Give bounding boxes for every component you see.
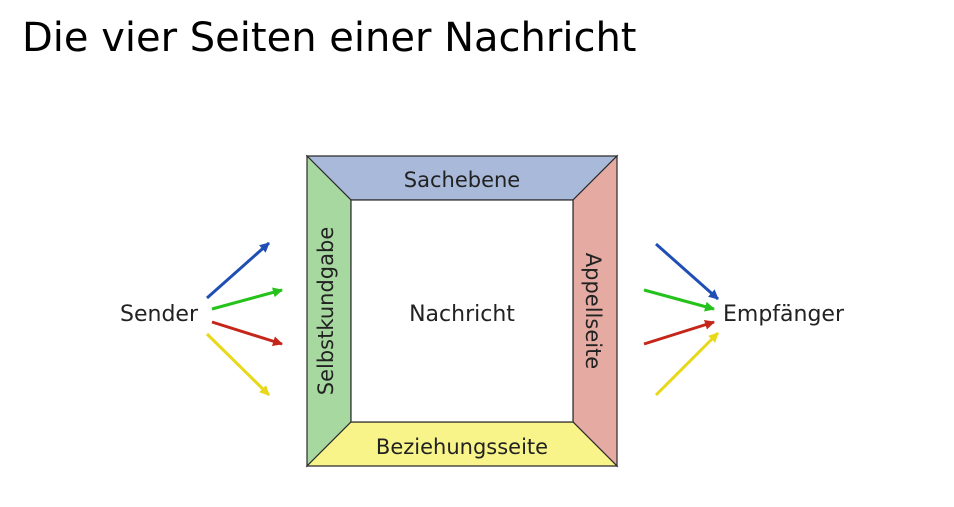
sender-arrows xyxy=(205,241,283,397)
side-left-label: Selbstkundgabe xyxy=(314,227,338,396)
side-right-label: Appellseite xyxy=(581,253,605,369)
page-title: Die vier Seiten einer Nachricht xyxy=(22,15,637,61)
center-label: Nachricht xyxy=(409,302,515,327)
receiver-arrow-green xyxy=(643,288,715,312)
receiver-arrow-blue xyxy=(655,242,719,301)
receiver-arrows xyxy=(643,242,720,397)
sender-arrow-green xyxy=(211,287,283,311)
sender-label: Sender xyxy=(120,302,199,327)
receiver-label: Empfänger xyxy=(723,302,845,327)
sender-arrow-blue xyxy=(206,241,270,300)
sender-arrow-red xyxy=(211,320,283,347)
message-frame xyxy=(305,154,619,468)
sender-arrow-yellow xyxy=(205,332,271,397)
message-center-box xyxy=(350,199,574,423)
receiver-arrow-red xyxy=(643,319,715,346)
side-top-label: Sachebene xyxy=(404,168,520,192)
receiver-arrow-yellow xyxy=(654,331,720,397)
side-bottom-label: Beziehungsseite xyxy=(376,435,548,459)
